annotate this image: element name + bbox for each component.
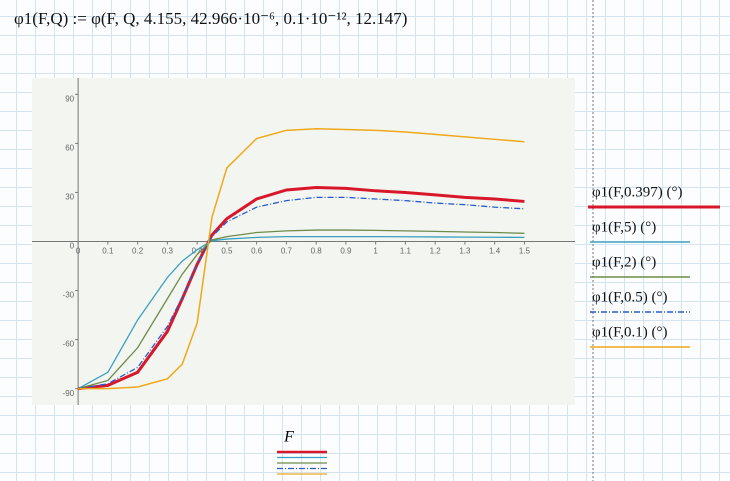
formula: φ1(F,Q) := φ(F, Q, 4.155, 42.966·10⁻⁶, 0… — [14, 9, 407, 28]
x-tick-label: 0.5 — [221, 247, 233, 256]
x-tick-label: 0.4 — [192, 247, 204, 256]
series-line — [77, 235, 525, 390]
x-tick-label: 0.6 — [251, 247, 263, 256]
y-tick-label: 30 — [65, 193, 74, 202]
x-tick-label: 0.3 — [162, 247, 174, 256]
series-line — [77, 186, 525, 391]
y-tick-label: 0 — [70, 242, 75, 251]
legend-label: φ1(F,0.5) (°) — [592, 289, 668, 305]
x-tick-label: 0.1 — [102, 247, 114, 256]
legend-label: φ1(F,2) (°) — [592, 254, 656, 270]
legend-label: φ1(F,5) (°) — [592, 219, 656, 235]
x-tick-label: 1.5 — [519, 247, 531, 256]
x-tick-label: 0.7 — [281, 247, 293, 256]
y-tick-label: -90 — [63, 389, 75, 398]
legend-label: φ1(F,0.1) (°) — [592, 324, 668, 340]
x-tick-label: 0.8 — [311, 247, 323, 256]
series-line — [78, 196, 525, 390]
legend-label: φ1(F,0.397) (°) — [592, 184, 683, 200]
x-tick-label: 1 — [373, 247, 378, 256]
series-line — [78, 127, 525, 390]
x-tick-label: 1.3 — [459, 247, 471, 256]
x-tick-label: 0.9 — [340, 247, 352, 256]
x-tick-label: 0 — [76, 247, 81, 256]
x-tick-label: 0.2 — [132, 247, 144, 256]
series-line — [77, 229, 525, 390]
x-axis-label: F — [283, 429, 294, 446]
y-tick-label: -60 — [63, 340, 75, 349]
y-tick-label: 90 — [65, 94, 74, 103]
x-tick-label: 1.4 — [489, 247, 501, 256]
x-tick-label: 1.2 — [430, 247, 442, 256]
y-tick-label: -30 — [63, 291, 75, 300]
y-tick-label: 60 — [65, 144, 74, 153]
x-tick-label: 1.1 — [400, 247, 412, 256]
